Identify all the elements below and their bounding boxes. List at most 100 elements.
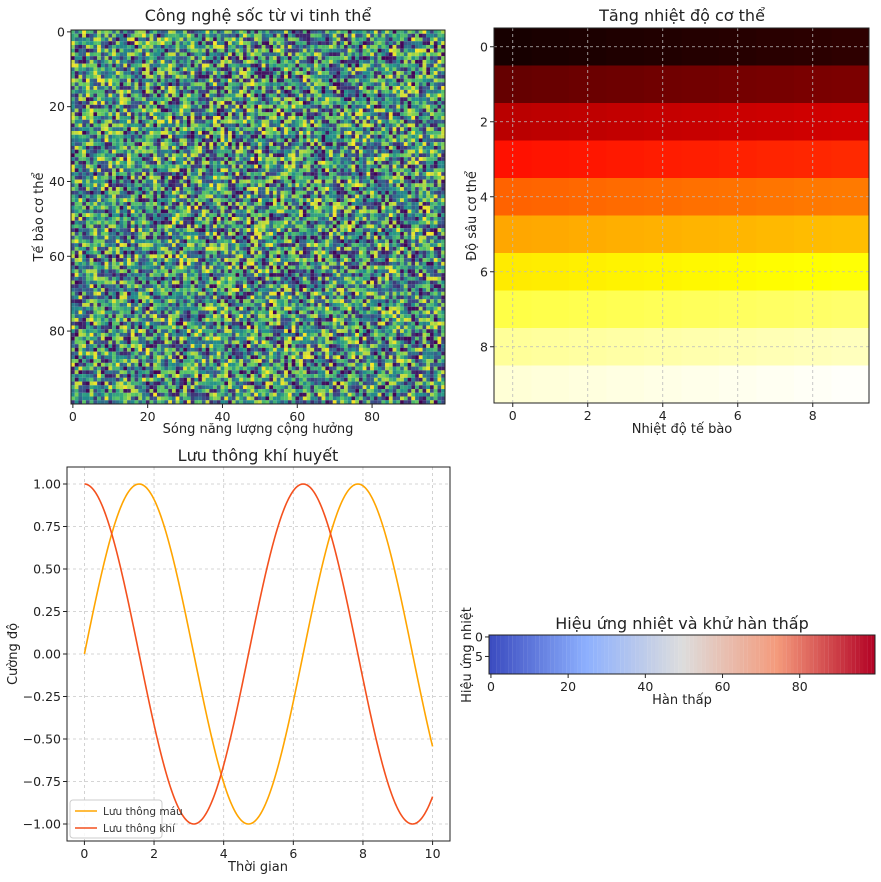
heatmap-cell — [220, 183, 225, 188]
heatmap-cell — [171, 187, 176, 191]
heatmap-cell — [93, 198, 98, 203]
heatmap-cell — [228, 30, 232, 34]
heatmap-cell — [89, 78, 94, 83]
heatmap-cell — [213, 138, 217, 143]
heatmap-cell — [127, 67, 131, 72]
heatmap-cell — [250, 74, 255, 79]
heatmap-cell — [198, 93, 202, 98]
heatmap-cell — [344, 130, 348, 135]
heatmap-cell — [142, 48, 146, 53]
heatmap-cell — [340, 138, 345, 143]
heatmap-cell — [235, 101, 240, 105]
heatmap-cell — [411, 194, 416, 199]
heatmap-cell — [396, 37, 401, 42]
heatmap-cell — [381, 134, 386, 139]
heatmap-cell — [201, 116, 206, 120]
heatmap-cell — [250, 104, 255, 109]
heatmap-cell — [127, 44, 131, 49]
heatmap-cell — [175, 202, 180, 206]
heatmap-cell — [291, 202, 296, 206]
heatmap-cell — [272, 175, 277, 180]
heatmap-cell — [160, 164, 165, 169]
heatmap-cell — [231, 175, 236, 180]
heatmap-cell — [321, 179, 326, 184]
heatmap-cell — [392, 78, 397, 83]
heatmap-cell — [422, 116, 427, 120]
heatmap-cell — [71, 168, 75, 173]
heatmap-cell — [134, 142, 139, 146]
heatmap-cell — [373, 138, 378, 143]
heatmap-cell — [306, 172, 311, 176]
heatmap-cell — [441, 187, 446, 191]
heatmap-cell — [145, 33, 150, 38]
heatmap-cell — [373, 164, 378, 169]
heatmap-cell — [127, 168, 131, 173]
heatmap-cell — [276, 67, 281, 72]
heatmap-cell — [186, 164, 191, 169]
heatmap-cell — [407, 74, 412, 79]
heatmap-cell — [396, 56, 401, 60]
heatmap-cell — [157, 74, 161, 79]
heatmap-cell — [209, 202, 214, 206]
heatmap-cell — [235, 48, 240, 53]
heatmap-cell — [100, 78, 105, 83]
heatmap-cell — [254, 101, 259, 105]
heatmap-cell — [340, 93, 345, 98]
heatmap-cell — [418, 190, 423, 195]
heatmap-cell — [377, 168, 382, 173]
heatmap-cell — [183, 127, 187, 132]
heatmap-cell — [190, 82, 195, 87]
heatmap-cell — [347, 37, 352, 42]
heatmap-cell — [422, 183, 427, 188]
heatmap-cell — [385, 37, 389, 42]
heatmap-cell — [265, 97, 270, 102]
heatmap-cell — [310, 86, 315, 90]
heatmap-cell — [89, 187, 94, 191]
heatmap-cell — [205, 213, 210, 218]
heatmap-cell — [258, 86, 262, 90]
heatmap-cell — [123, 164, 128, 169]
heatmap-cell — [306, 116, 311, 120]
heatmap-cell — [224, 67, 229, 72]
heatmap-cell — [85, 168, 90, 173]
heatmap-cell — [276, 44, 281, 49]
heatmap-cell — [261, 149, 266, 154]
heatmap-cell — [400, 205, 404, 210]
heatmap-cell — [85, 190, 90, 195]
heatmap-cell — [321, 78, 326, 83]
heatmap-cell — [314, 37, 318, 42]
heatmap-cell — [93, 59, 98, 64]
heatmap-cell — [276, 86, 281, 90]
heatmap-cell — [441, 153, 446, 158]
heatmap-cell — [198, 44, 202, 49]
heatmap-cell — [254, 41, 259, 46]
heatmap-cell — [115, 119, 120, 124]
heatmap-cell — [418, 74, 423, 79]
heatmap-cell — [254, 138, 259, 143]
heatmap-cell — [366, 33, 371, 38]
heatmap-cell — [310, 104, 315, 109]
heatmap-cell — [276, 213, 281, 218]
heatmap-cell — [396, 142, 401, 146]
heatmap-cell — [321, 157, 326, 161]
heatmap-cell — [250, 202, 255, 206]
heatmap-cell — [145, 187, 150, 191]
heatmap-cell — [231, 78, 236, 83]
heatmap-cell — [287, 41, 292, 46]
heatmap-cell — [400, 33, 404, 38]
heatmap-cell — [97, 145, 101, 150]
heatmap-cell — [306, 71, 311, 75]
heatmap-cell — [280, 52, 285, 57]
heatmap-cell — [168, 119, 173, 124]
heatmap-cell — [321, 108, 326, 113]
heatmap-cell — [145, 168, 150, 173]
heatmap-cell — [78, 194, 83, 199]
heatmap-cell — [351, 205, 356, 210]
heatmap-cell — [82, 130, 87, 135]
heatmap-cell — [115, 52, 120, 57]
heatmap-cell — [104, 205, 109, 210]
heatmap-cell — [153, 168, 158, 173]
heatmap-cell — [396, 30, 401, 34]
heatmap-cell — [411, 127, 416, 132]
heatmap-cell — [321, 52, 326, 57]
